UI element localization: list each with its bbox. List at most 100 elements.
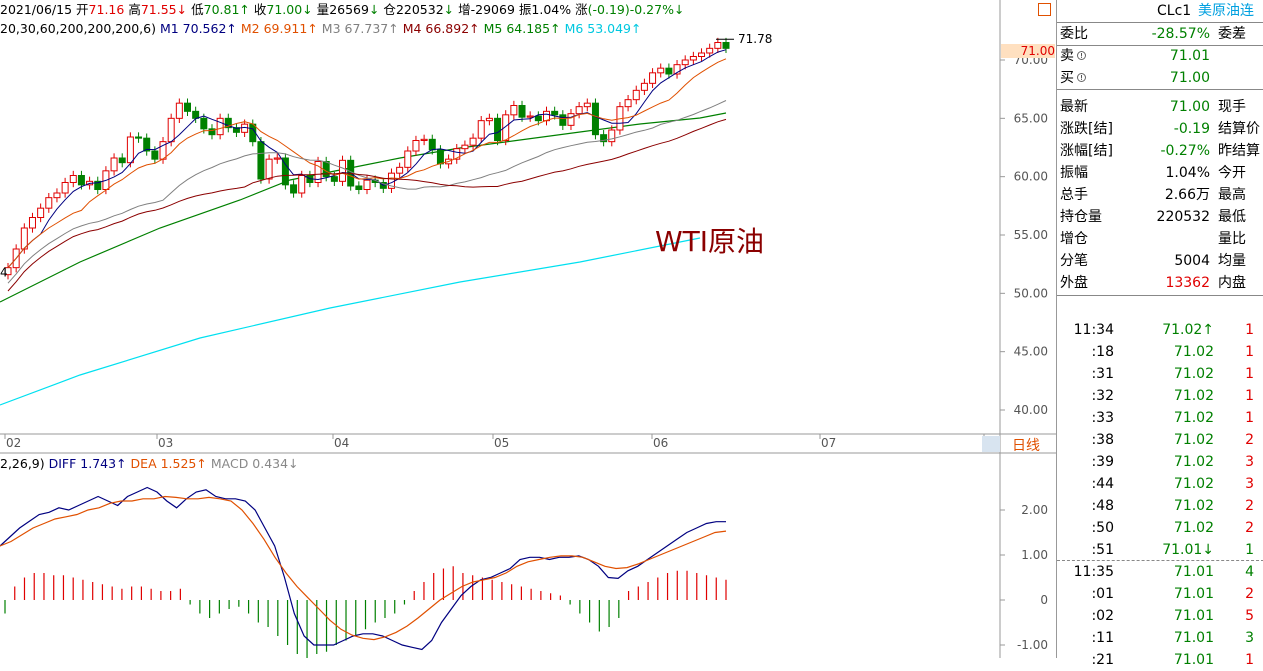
info-icon[interactable]: !	[1077, 73, 1086, 82]
tick-row[interactable]: :21 71.01 1	[1057, 649, 1263, 671]
ma-m1: M1 70.562↑	[159, 21, 237, 36]
ma-m4: M4 66.892↑	[402, 21, 480, 36]
divider	[1057, 89, 1263, 90]
tick-price: 71.02	[1173, 410, 1214, 426]
candle-body	[339, 159, 347, 182]
y-tick-label: 55.00	[1014, 228, 1048, 242]
quote-row-label2: 结算价	[1218, 121, 1260, 137]
tick-time: :51	[1091, 542, 1114, 558]
tick-volume: 3	[1245, 454, 1254, 470]
macd-diff-line	[0, 486, 726, 651]
volume-label: 量	[316, 2, 330, 17]
candle-body	[126, 136, 134, 164]
maximize-icon[interactable]	[1038, 3, 1051, 16]
candle-body	[404, 150, 412, 168]
candle-body	[632, 89, 640, 101]
quote-date: 2021/06/15	[0, 2, 73, 17]
quote-row: 增仓 量比	[1057, 228, 1263, 250]
tick-row[interactable]: :11 71.01 3	[1057, 627, 1263, 649]
tick-row[interactable]: :39 71.02 3	[1057, 451, 1263, 473]
quote-row-value: 220532	[1156, 209, 1210, 225]
candle-body	[77, 175, 85, 186]
current-price-flag: 71.00	[1001, 44, 1055, 58]
tick-row[interactable]: 11:34 71.02↑ 1	[1057, 319, 1263, 341]
candle-body	[151, 150, 159, 160]
divider	[1057, 45, 1263, 46]
tick-row[interactable]: :32 71.02 1	[1057, 385, 1263, 407]
tick-row[interactable]: :31 71.02 1	[1057, 363, 1263, 385]
ma2-line	[7, 58, 727, 269]
tick-time: :50	[1091, 520, 1114, 536]
candle-body	[673, 64, 681, 75]
tick-row[interactable]: :51 71.01↓ 1	[1057, 539, 1263, 561]
tick-row[interactable]: :18 71.02 1	[1057, 341, 1263, 363]
quote-row-label2: 昨结算	[1218, 143, 1260, 159]
tick-row[interactable]: :38 71.02 2	[1057, 429, 1263, 451]
candle-body	[232, 127, 240, 133]
tick-time: :33	[1091, 410, 1114, 426]
candle-body	[290, 184, 298, 194]
tick-row[interactable]: :01 71.01 2	[1057, 583, 1263, 605]
x-tick-label: 05	[494, 436, 509, 450]
candle-body	[624, 99, 632, 108]
tick-price: 71.02	[1173, 432, 1214, 448]
quote-row-value: -28.57%	[1151, 26, 1210, 42]
candle-body	[200, 117, 208, 130]
tick-time: :38	[1091, 432, 1114, 448]
candle-body	[518, 105, 526, 118]
macd-value: MACD 0.434↓	[210, 456, 299, 471]
candle-body	[135, 136, 143, 139]
oi-arrow: ↓	[443, 2, 455, 17]
y-tick-label: 65.00	[1014, 111, 1048, 125]
tick-volume: 2	[1245, 498, 1254, 514]
tick-row[interactable]: :33 71.02 1	[1057, 407, 1263, 429]
candle-body	[600, 134, 608, 143]
tick-row[interactable]: :48 71.02 2	[1057, 495, 1263, 517]
high-arrow: ↓	[176, 2, 188, 17]
candle-body	[45, 197, 53, 209]
tick-volume: 5	[1245, 608, 1254, 624]
tick-time: :39	[1091, 454, 1114, 470]
chg-label: 涨	[575, 2, 588, 17]
quote-row-label: 委比	[1060, 26, 1088, 42]
candle-body	[224, 117, 232, 129]
ma-m5: M5 64.185↑	[483, 21, 561, 36]
macd-dea: DEA 1.525↑	[130, 456, 207, 471]
chg-oi-value: -29069	[470, 2, 515, 17]
ma6-line	[0, 237, 701, 406]
x-tick-label: 02	[6, 436, 21, 450]
period-label[interactable]: 日线	[1012, 438, 1040, 454]
candle-body	[706, 47, 714, 54]
tick-time: :32	[1091, 388, 1114, 404]
quote-row-label: 总手	[1060, 187, 1088, 203]
tick-time: :31	[1091, 366, 1114, 382]
candle-body	[559, 114, 567, 126]
tick-row[interactable]: 11:35 71.01 4	[1057, 561, 1263, 583]
candle-body	[273, 157, 281, 160]
candle-body	[265, 158, 273, 180]
info-icon[interactable]: !	[1077, 51, 1086, 60]
ma1-line	[7, 49, 727, 269]
tick-price: 71.02↑	[1162, 322, 1214, 338]
candle-body	[363, 179, 371, 191]
tick-row[interactable]: :02 71.01 5	[1057, 605, 1263, 627]
tick-volume: 1	[1245, 388, 1254, 404]
tick-row[interactable]: :44 71.02 3	[1057, 473, 1263, 495]
tick-price: 71.02	[1173, 476, 1214, 492]
tick-volume: 1	[1245, 366, 1254, 382]
quote-row-label: 涨幅[结]	[1060, 143, 1113, 159]
quote-row: 涨幅[结] -0.27% 昨结算	[1057, 140, 1263, 162]
ma-params: 20,30,60,200,200,200,6)	[0, 21, 156, 36]
candle-body	[591, 102, 599, 136]
quote-row: 振幅 1.04% 今开	[1057, 162, 1263, 184]
chg-oi-label: 增	[458, 2, 471, 17]
candle-body	[485, 117, 493, 122]
candle-body	[461, 144, 469, 150]
tick-volume: 1	[1245, 410, 1254, 426]
candle-body	[396, 166, 404, 174]
divider	[1057, 560, 1263, 561]
ma5-line	[0, 112, 727, 303]
tick-row[interactable]: :50 71.02 2	[1057, 517, 1263, 539]
quote-row-label: 振幅	[1060, 165, 1088, 181]
